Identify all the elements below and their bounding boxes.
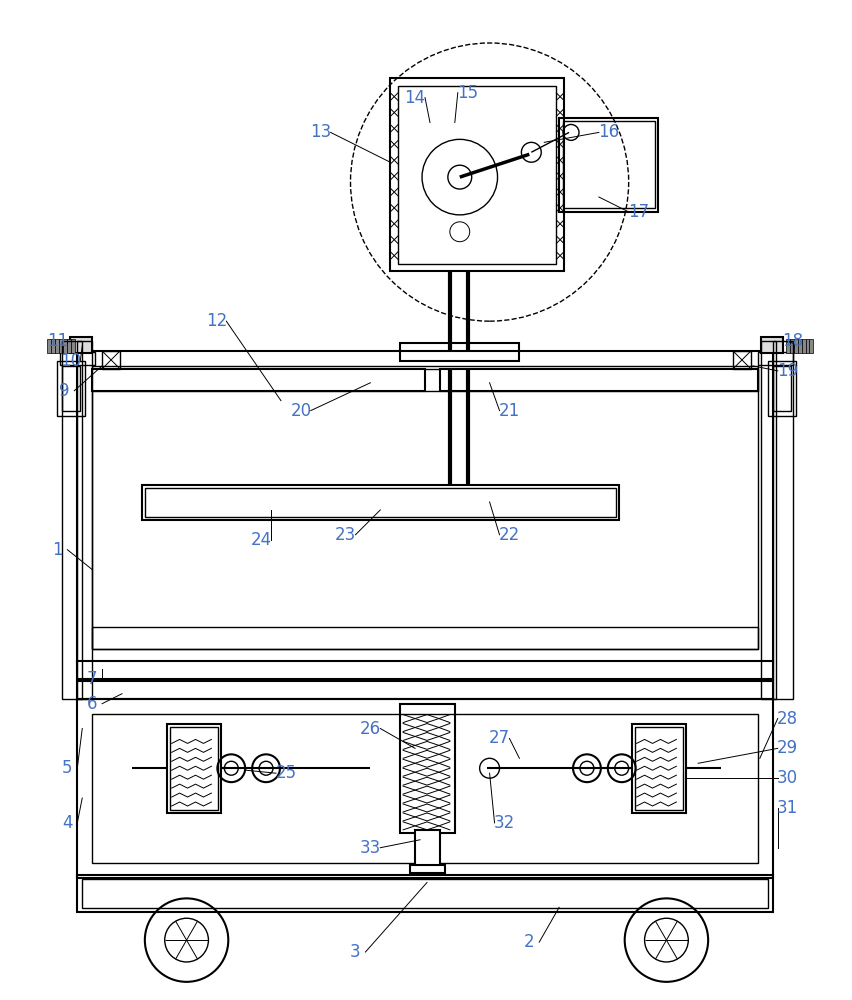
Text: 21: 21 bbox=[498, 402, 520, 420]
Text: 17: 17 bbox=[627, 203, 648, 221]
Bar bbox=[809, 339, 813, 353]
Bar bbox=[102, 351, 120, 369]
Bar bbox=[631, 724, 686, 813]
Text: 28: 28 bbox=[776, 710, 797, 728]
Bar bbox=[760, 337, 782, 353]
Bar bbox=[92, 627, 757, 649]
Bar bbox=[785, 339, 789, 353]
Text: 6: 6 bbox=[87, 695, 97, 713]
Text: 5: 5 bbox=[62, 759, 72, 777]
Text: 29: 29 bbox=[776, 739, 797, 757]
Bar bbox=[804, 339, 809, 353]
Bar bbox=[145, 488, 615, 517]
Bar bbox=[797, 339, 801, 353]
Text: 30: 30 bbox=[776, 769, 797, 787]
Bar bbox=[67, 339, 72, 353]
Bar bbox=[141, 485, 618, 520]
Bar bbox=[760, 341, 774, 699]
Text: 26: 26 bbox=[360, 720, 381, 738]
Text: 13: 13 bbox=[310, 123, 331, 141]
Bar bbox=[757, 352, 792, 365]
Text: 4: 4 bbox=[62, 814, 72, 832]
Text: 25: 25 bbox=[275, 764, 296, 782]
Bar bbox=[767, 361, 795, 416]
Text: 16: 16 bbox=[597, 123, 619, 141]
Bar bbox=[772, 341, 792, 699]
Bar bbox=[415, 830, 440, 868]
Text: 2: 2 bbox=[523, 933, 534, 951]
Bar bbox=[634, 727, 682, 810]
Bar bbox=[789, 339, 792, 353]
Bar bbox=[801, 339, 804, 353]
Bar bbox=[558, 118, 658, 212]
Bar bbox=[51, 339, 55, 353]
Text: 11: 11 bbox=[47, 332, 68, 350]
Bar bbox=[92, 369, 757, 391]
Bar bbox=[772, 366, 790, 411]
Bar bbox=[440, 369, 757, 391]
Bar bbox=[400, 343, 519, 361]
Bar bbox=[82, 879, 767, 908]
Text: 23: 23 bbox=[335, 526, 356, 544]
Text: 31: 31 bbox=[776, 799, 797, 817]
Bar bbox=[410, 865, 445, 873]
Bar bbox=[792, 339, 797, 353]
Text: 15: 15 bbox=[457, 84, 478, 102]
Text: 19: 19 bbox=[776, 362, 797, 380]
Text: 1: 1 bbox=[52, 541, 63, 559]
Bar bbox=[60, 339, 63, 353]
Bar bbox=[78, 699, 772, 878]
Text: 10: 10 bbox=[60, 352, 81, 370]
Bar bbox=[78, 341, 92, 699]
Bar bbox=[57, 361, 85, 416]
Text: 33: 33 bbox=[360, 839, 381, 857]
Bar bbox=[92, 369, 424, 391]
Bar bbox=[389, 78, 563, 271]
Bar bbox=[55, 339, 60, 353]
Bar bbox=[62, 341, 82, 699]
Bar bbox=[78, 351, 772, 664]
Text: 22: 22 bbox=[498, 526, 520, 544]
Bar bbox=[72, 339, 75, 353]
Bar bbox=[166, 724, 221, 813]
Bar bbox=[400, 704, 454, 833]
Text: 9: 9 bbox=[59, 382, 70, 400]
Bar bbox=[92, 714, 757, 863]
Bar bbox=[78, 875, 772, 912]
Bar bbox=[78, 681, 772, 699]
Text: 32: 32 bbox=[493, 814, 515, 832]
Text: 18: 18 bbox=[781, 332, 803, 350]
Bar bbox=[60, 352, 95, 365]
Bar bbox=[78, 661, 772, 679]
Bar bbox=[62, 366, 80, 411]
Text: 20: 20 bbox=[290, 402, 311, 420]
Bar bbox=[63, 339, 67, 353]
Text: 24: 24 bbox=[250, 531, 271, 549]
Text: 12: 12 bbox=[205, 312, 227, 330]
Bar bbox=[562, 121, 653, 208]
Bar bbox=[70, 337, 92, 353]
Text: 3: 3 bbox=[349, 943, 360, 961]
Bar bbox=[732, 351, 750, 369]
Bar bbox=[170, 727, 218, 810]
Bar bbox=[48, 339, 51, 353]
Bar bbox=[398, 86, 556, 264]
Text: 14: 14 bbox=[404, 89, 425, 107]
Text: 27: 27 bbox=[488, 729, 509, 747]
Bar bbox=[92, 366, 757, 649]
Text: 7: 7 bbox=[87, 670, 97, 688]
